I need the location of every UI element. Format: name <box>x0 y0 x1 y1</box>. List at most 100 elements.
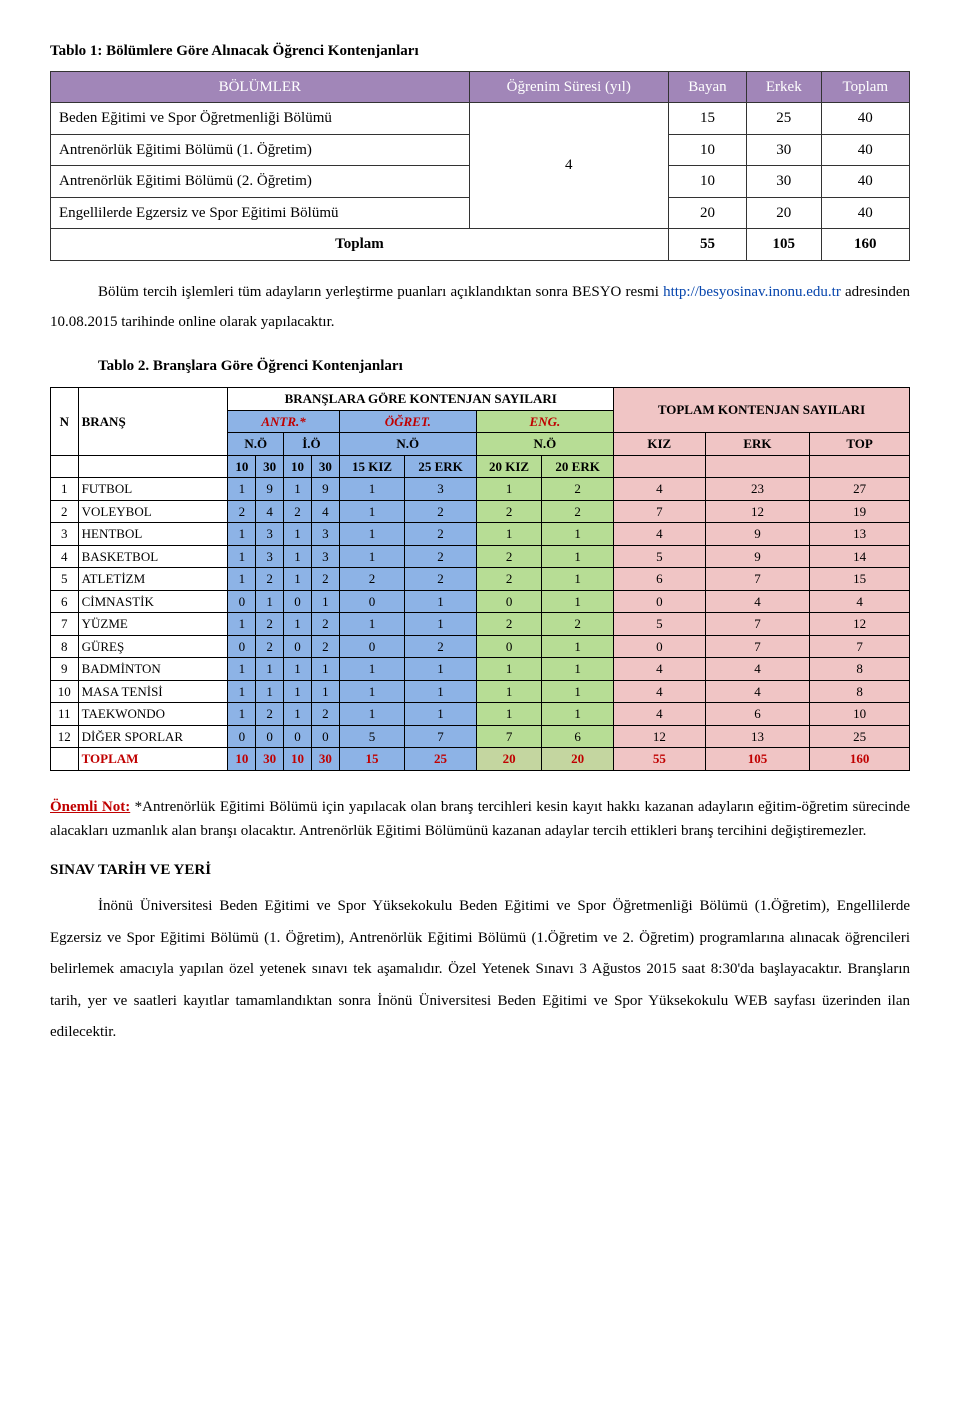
table-row: 7YÜZME121211225712 <box>51 613 910 636</box>
t2-cell: HENTBOL <box>78 523 228 546</box>
t2-cell: 0 <box>311 725 339 748</box>
t2-cell: 4 <box>613 658 705 681</box>
t2-cell: 2 <box>256 635 284 658</box>
t2-cell: 1 <box>284 545 312 568</box>
t2-cell: 12 <box>51 725 79 748</box>
t2-cell: 27 <box>810 478 910 501</box>
t2-cell: 2 <box>405 500 477 523</box>
t2-h-c4: 30 <box>311 455 339 478</box>
t2-cell: TAEKWONDO <box>78 703 228 726</box>
t2-cell: 2 <box>542 613 614 636</box>
t2-cell: 1 <box>339 658 405 681</box>
table2: N BRANŞ BRANŞLARA GÖRE KONTENJAN SAYILAR… <box>50 387 910 771</box>
t2-cell: 0 <box>228 725 256 748</box>
t2-cell: 25 <box>810 725 910 748</box>
t2-cell: 2 <box>405 568 477 591</box>
t2-cell: 4 <box>705 590 810 613</box>
table-row: 11TAEKWONDO121211114610 <box>51 703 910 726</box>
t2-cell: GÜREŞ <box>78 635 228 658</box>
t2-cell: 1 <box>405 680 477 703</box>
t2-cell: 1 <box>311 680 339 703</box>
t2-cell: 15 <box>810 568 910 591</box>
table1-title: Tablo 1: Bölümlere Göre Alınacak Öğrenci… <box>50 40 910 63</box>
t1-cell: 40 <box>821 197 909 229</box>
t2-cell: 1 <box>284 568 312 591</box>
important-note: Önemli Not: *Antrenörlük Eğitimi Bölümü … <box>50 795 910 843</box>
t2-cell: 5 <box>613 545 705 568</box>
t2-cell: 2 <box>476 500 542 523</box>
t2-cell: 12 <box>705 500 810 523</box>
t2-cell: BASKETBOL <box>78 545 228 568</box>
t2-cell: 2 <box>405 545 477 568</box>
t2-total-cell: 10 <box>284 748 312 771</box>
t1-cell: 40 <box>821 103 909 135</box>
note-lead: Önemli Not: <box>50 799 130 815</box>
t1-total: 55 <box>668 229 746 261</box>
table-row: 1FUTBOL1919131242327 <box>51 478 910 501</box>
t2-cell: 19 <box>810 500 910 523</box>
para1-pre: Bölüm tercih işlemleri tüm adayların yer… <box>98 284 663 300</box>
t2-cell: 1 <box>405 613 477 636</box>
t1-cell: 10 <box>668 134 746 166</box>
table1-total-row: Toplam 55 105 160 <box>51 229 910 261</box>
t2-h-n: N <box>51 388 79 456</box>
t1-cell: 20 <box>668 197 746 229</box>
t2-cell: 1 <box>311 590 339 613</box>
t2-cell: 1 <box>476 680 542 703</box>
t2-cell: 2 <box>256 703 284 726</box>
t2-cell: 0 <box>284 590 312 613</box>
t1-cell: Engellilerde Egzersiz ve Spor Eğitimi Bö… <box>51 197 470 229</box>
t2-h-c8: 20 ERK <box>542 455 614 478</box>
t2-cell: 1 <box>339 703 405 726</box>
t2-h-no3: N.Ö <box>476 433 613 456</box>
sinav-body: İnönü Üniversitesi Beden Eğitimi ve Spor… <box>50 891 910 1049</box>
t1-cell: 25 <box>747 103 822 135</box>
table-row: 2VOLEYBOL2424122271219 <box>51 500 910 523</box>
besyo-link[interactable]: http://besyosinav.inonu.edu.tr <box>663 284 841 300</box>
t2-cell: DİĞER SPORLAR <box>78 725 228 748</box>
t2-cell: 1 <box>284 478 312 501</box>
t2-cell: 13 <box>705 725 810 748</box>
sinav-heading: SINAV TARİH VE YERİ <box>50 859 910 882</box>
t1-cell: 30 <box>747 166 822 198</box>
t2-cell: 1 <box>228 703 256 726</box>
t2-cell: 2 <box>51 500 79 523</box>
t2-cell: 1 <box>542 703 614 726</box>
t2-total-cell: 20 <box>542 748 614 771</box>
t2-h-c3: 10 <box>284 455 312 478</box>
t1-col2: Bayan <box>668 71 746 103</box>
table-row: 3HENTBOL131312114913 <box>51 523 910 546</box>
t2-cell: 0 <box>284 725 312 748</box>
t2-cell: 6 <box>705 703 810 726</box>
t2-cell: 1 <box>542 568 614 591</box>
t2-cell: 0 <box>613 590 705 613</box>
t2-cell: 2 <box>476 568 542 591</box>
t2-cell: 2 <box>405 523 477 546</box>
t2-cell: 7 <box>405 725 477 748</box>
t2-cell: 1 <box>284 658 312 681</box>
t2-cell: 9 <box>311 478 339 501</box>
t2-cell: 1 <box>228 523 256 546</box>
t2-cell: 1 <box>228 545 256 568</box>
t2-cell: 9 <box>705 523 810 546</box>
table-row: 8GÜREŞ02020201077 <box>51 635 910 658</box>
t2-h-main: BRANŞLARA GÖRE KONTENJAN SAYILARI <box>228 388 614 411</box>
t1-total: 160 <box>821 229 909 261</box>
t2-cell: 1 <box>476 478 542 501</box>
t2-cell: 1 <box>339 523 405 546</box>
t2-cell: 1 <box>542 680 614 703</box>
t2-cell: 7 <box>705 568 810 591</box>
t2-cell: 1 <box>284 680 312 703</box>
t2-cell: 8 <box>51 635 79 658</box>
t2-cell: 1 <box>339 613 405 636</box>
t2-cell: 1 <box>542 635 614 658</box>
table-row: 5ATLETİZM121222216715 <box>51 568 910 591</box>
t2-cell: 3 <box>311 523 339 546</box>
t2-cell: 9 <box>51 658 79 681</box>
t2-h-no2: N.Ö <box>339 433 476 456</box>
t2-cell: 1 <box>228 478 256 501</box>
table-row: 12DİĞER SPORLAR00005776121325 <box>51 725 910 748</box>
t2-cell: 2 <box>476 545 542 568</box>
t2-cell: 4 <box>311 500 339 523</box>
t2-h-c7: 20 KIZ <box>476 455 542 478</box>
